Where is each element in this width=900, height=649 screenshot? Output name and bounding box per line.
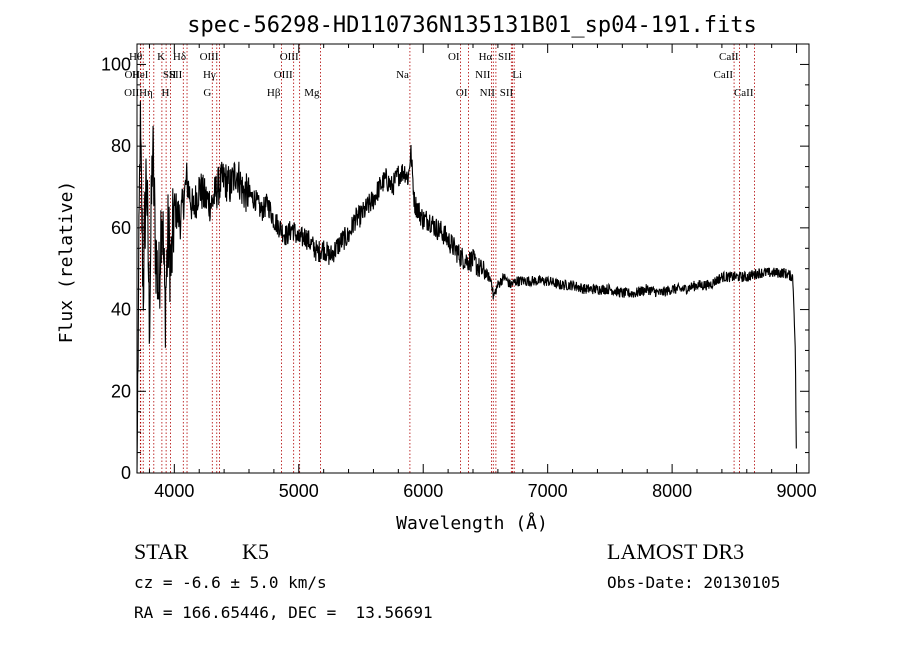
line-label: Hθ — [129, 51, 142, 63]
y-axis-label: Flux (relative) — [56, 181, 77, 344]
line-label: OII — [124, 69, 140, 81]
y-tick-label: 80 — [111, 136, 131, 156]
line-label: K — [157, 51, 165, 63]
line-label: OI — [448, 51, 460, 63]
y-tick-label: 20 — [111, 381, 131, 401]
line-label: OIII — [274, 69, 293, 81]
line-label: NII — [480, 87, 496, 99]
coordinates: RA = 166.65446, DEC = 13.56691 — [134, 603, 433, 622]
line-label: OII — [124, 87, 140, 99]
y-tick-label: 100 — [101, 54, 131, 74]
x-tick-label: 4000 — [154, 481, 194, 501]
line-label: SII — [163, 69, 177, 81]
y-axis-ticks: 0 20 40 60 80 100 — [101, 54, 809, 483]
x-axis-label: Wavelength (Å) — [396, 512, 548, 534]
line-label: CaII — [714, 69, 734, 81]
line-label: SII — [498, 51, 512, 63]
x-tick-label: 6000 — [403, 481, 443, 501]
line-label: SII — [169, 69, 183, 81]
line-label: Li — [512, 69, 522, 81]
line-label: Na — [396, 69, 409, 81]
obs-date: Obs-Date: 20130105 — [607, 573, 781, 592]
line-label: Hδ — [173, 51, 186, 63]
line-label: HeI — [132, 69, 149, 81]
x-tick-label: 7000 — [528, 481, 568, 501]
x-tick-label: 5000 — [279, 481, 319, 501]
line-label: OI — [456, 87, 468, 99]
line-label: G — [203, 87, 211, 99]
y-tick-label: 60 — [111, 218, 131, 238]
flux-series-line — [136, 101, 797, 474]
line-label: Mg — [304, 87, 320, 99]
line-label: Hγ — [203, 69, 216, 81]
x-tick-label: 8000 — [652, 481, 692, 501]
x-axis-ticks: 4000 5000 6000 7000 8000 9000 — [148, 44, 817, 501]
object-class: STAR — [134, 539, 189, 564]
spectral-subclass: K5 — [242, 539, 269, 564]
line-label: Hη — [139, 87, 153, 99]
y-tick-label: 40 — [111, 300, 131, 320]
line-label: CaII — [719, 51, 739, 63]
emission-line-markers — [139, 44, 755, 473]
line-label: Hβ — [267, 87, 281, 99]
redshift-value: cz = -6.6 ± 5.0 km/s — [134, 573, 327, 592]
line-label: CaII — [734, 87, 754, 99]
y-tick-label: 0 — [121, 463, 131, 483]
line-label: OIII — [200, 51, 219, 63]
line-label: SII — [500, 87, 514, 99]
survey-name: LAMOST DR3 — [607, 539, 745, 564]
line-label: H — [162, 87, 170, 99]
x-tick-label: 9000 — [777, 481, 817, 501]
line-label: Hα — [479, 51, 493, 63]
line-label: OIII — [280, 51, 299, 63]
chart-title: spec-56298-HD110736N135131B01_sp04-191.f… — [187, 13, 757, 38]
line-label: NII — [475, 69, 491, 81]
